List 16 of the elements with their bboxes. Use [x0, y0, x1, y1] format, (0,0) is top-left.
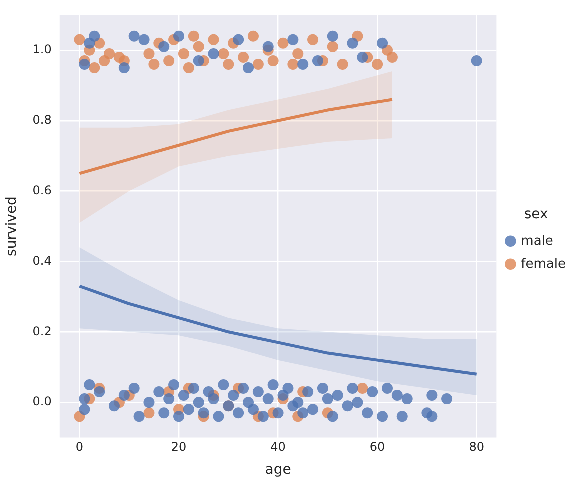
- x-axis-title: age: [265, 462, 292, 478]
- legend-label: female: [521, 256, 566, 272]
- y-tick-label: 0.4: [32, 254, 52, 268]
- x-tick-label: 0: [76, 440, 84, 454]
- y-tick-label: 0.8: [32, 112, 52, 127]
- y-tick-label: 0.0: [32, 394, 52, 409]
- y-tick-label: 1.0: [32, 42, 52, 57]
- legend-title: sex: [524, 206, 548, 223]
- x-tick-label: 40: [270, 440, 286, 454]
- x-tick-label: 20: [171, 440, 187, 454]
- y-tick-label: 0.6: [32, 183, 52, 198]
- legend-label: male: [521, 234, 554, 249]
- y-axis-title: survived: [4, 196, 20, 256]
- x-tick-label: 80: [469, 440, 484, 454]
- y-tick-label: 0.2: [32, 324, 52, 338]
- x-tick-label: 60: [370, 440, 386, 454]
